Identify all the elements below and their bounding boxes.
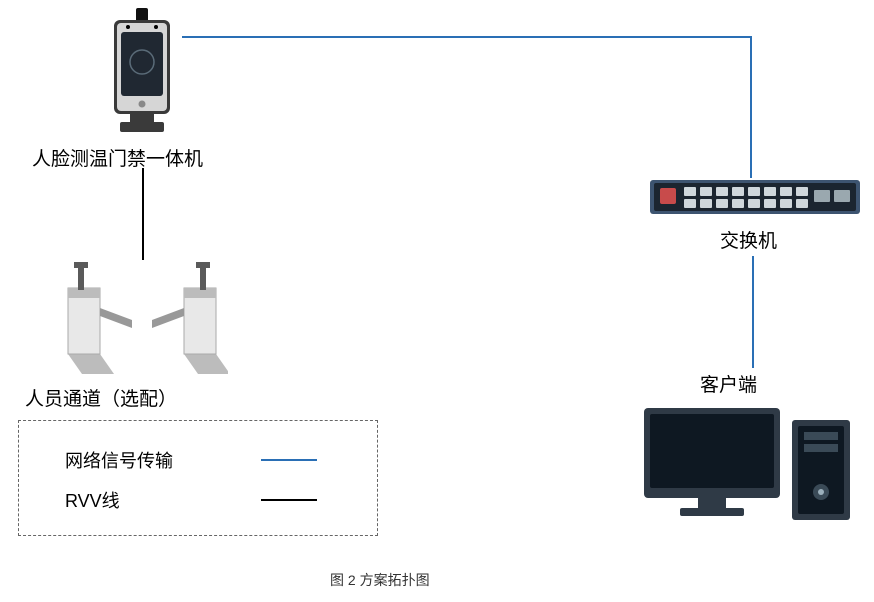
label-face-terminal: 人脸测温门禁一体机: [32, 144, 203, 171]
node-gate: [60, 258, 228, 380]
node-client: [640, 402, 860, 532]
node-switch: [650, 178, 860, 216]
label-client: 客户端: [700, 370, 757, 397]
legend: 网络信号传输 RVV线: [18, 420, 378, 536]
gate-icon: [60, 258, 228, 380]
legend-label-network: 网络信号传输: [65, 447, 173, 473]
client-pc-icon: [640, 402, 860, 532]
legend-swatch-network: [261, 459, 317, 461]
legend-swatch-rvv: [261, 499, 317, 501]
figure-caption: 图 2 方案拓扑图: [330, 570, 430, 590]
legend-row-rvv: RVV线: [65, 487, 120, 513]
label-switch: 交换机: [720, 226, 777, 253]
node-face-terminal: [102, 8, 182, 140]
face-terminal-icon: [102, 8, 182, 140]
legend-label-rvv: RVV线: [65, 487, 120, 513]
label-gate: 人员通道（选配）: [25, 384, 177, 411]
legend-row-network: 网络信号传输: [65, 447, 173, 473]
switch-icon: [650, 178, 860, 216]
